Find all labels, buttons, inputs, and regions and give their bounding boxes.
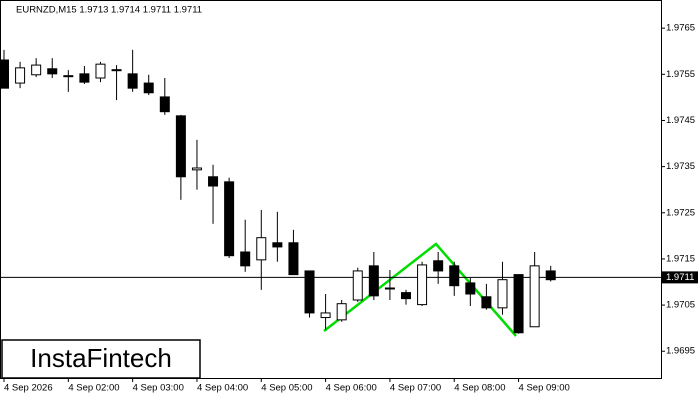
bull-body [497, 279, 508, 309]
logo-box [1, 339, 201, 379]
y-tick-label: 1.9745 [666, 115, 695, 126]
y-tick-label: 1.9735 [666, 161, 695, 172]
x-tick-label: 4 Sep 08:00 [454, 383, 505, 394]
y-tick-label: 1.9765 [666, 23, 695, 34]
y-tick-label: 1.9705 [666, 300, 695, 311]
bull-body [384, 287, 395, 290]
bear-body [79, 73, 90, 83]
bear-body [465, 282, 476, 295]
bear-body [0, 59, 9, 89]
y-tick-label: 1.9715 [666, 253, 695, 264]
bear-body [288, 242, 299, 276]
y-tick-label: 1.9725 [666, 207, 695, 218]
bear-body [224, 181, 235, 257]
bull-body [320, 312, 331, 319]
bear-body [240, 251, 251, 267]
bull-body [31, 64, 42, 76]
bull-body [529, 265, 540, 328]
bull-body [95, 63, 106, 79]
bear-body [304, 270, 315, 314]
bear-body [401, 292, 411, 300]
logo: InstaFintech [30, 343, 172, 373]
last-price-box [662, 271, 698, 284]
bear-body [433, 260, 444, 272]
x-tick-label: 4 Sep 07:00 [390, 383, 441, 394]
bull-body [63, 75, 74, 78]
bear-body [143, 82, 154, 94]
bull-body [256, 237, 267, 261]
bear-body [272, 242, 283, 248]
x-tick-label: 4 Sep 02:00 [68, 383, 119, 394]
y-tick-label: 1.9695 [666, 346, 695, 357]
plot-frame [0, 0, 662, 379]
chart-title: EURNZD,M15 1.9713 1.9714 1.9711 1.9711 [16, 5, 202, 16]
bull-body [191, 167, 202, 171]
bull-body [111, 69, 122, 72]
x-tick-label: 4 Sep 2026 [4, 383, 53, 394]
bull-body [352, 270, 363, 301]
bear-body [545, 270, 556, 281]
bear-body [481, 296, 492, 309]
bull-body [336, 303, 347, 321]
bear-body [368, 265, 379, 297]
bear-body [47, 68, 58, 75]
bear-body [449, 265, 460, 287]
bear-body [175, 115, 186, 178]
bull-body [417, 264, 428, 306]
y-tick-label: 1.9755 [666, 69, 695, 80]
bear-body [513, 274, 524, 334]
bear-body [127, 73, 138, 89]
bull-body [15, 67, 26, 84]
x-tick-label: 4 Sep 03:00 [133, 383, 184, 394]
x-tick-label: 4 Sep 06:00 [326, 383, 377, 394]
bear-body [208, 176, 219, 187]
x-tick-label: 4 Sep 05:00 [261, 383, 312, 394]
x-tick-label: 4 Sep 09:00 [519, 383, 570, 394]
x-tick-label: 4 Sep 04:00 [197, 383, 248, 394]
last-price-label: 1.9711 [666, 272, 694, 283]
bear-body [159, 96, 170, 113]
